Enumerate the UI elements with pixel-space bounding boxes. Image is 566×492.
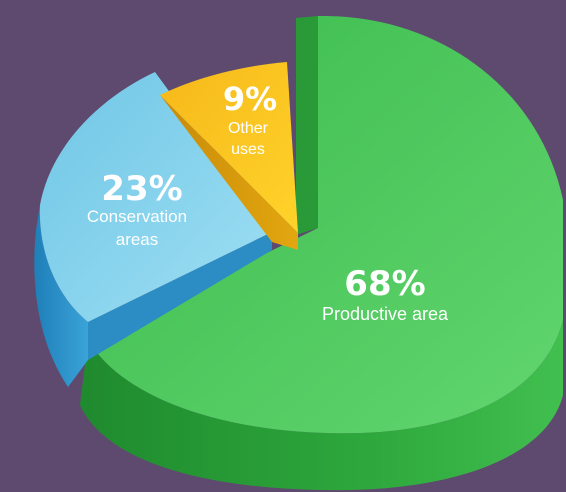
slice-label-other-line2: uses — [231, 141, 265, 158]
slice-inner-conservation — [88, 232, 272, 360]
slice-productive[interactable] — [88, 15, 563, 434]
value-label-conservation: 23% — [101, 169, 182, 209]
slice-conservation[interactable] — [39, 72, 273, 322]
slice-label-other: Other — [228, 120, 269, 137]
slice-label-productive: Productive area — [322, 304, 449, 324]
slice-inner-productive — [296, 16, 318, 235]
slice-other[interactable] — [160, 62, 298, 233]
slice-label-conservation-line2: areas — [116, 230, 159, 249]
slice-label-conservation: Conservation — [87, 207, 187, 226]
value-label-other: 9% — [223, 80, 277, 118]
slice-side-productive — [80, 320, 563, 491]
slice-side-conservation — [34, 205, 88, 387]
value-label-productive: 68% — [344, 264, 425, 304]
slice-inner-other — [160, 95, 298, 250]
